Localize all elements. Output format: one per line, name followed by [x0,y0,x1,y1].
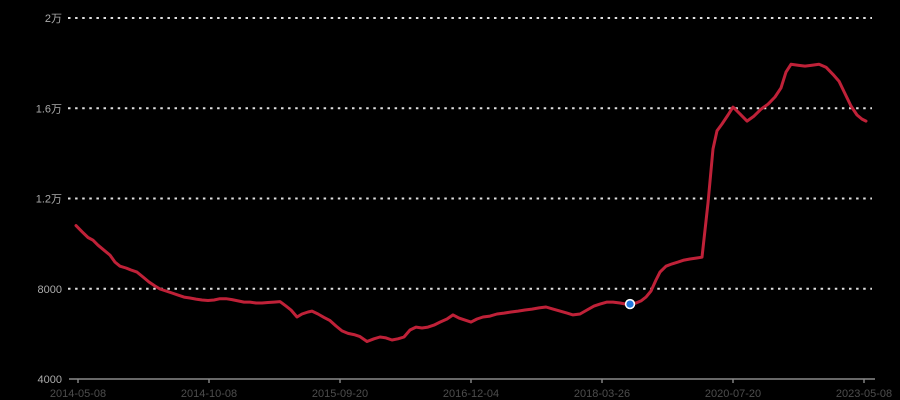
x-axis-tick-label: 2014-10-08 [181,388,237,400]
y-axis-labels: 2万 1.6万 1.2万 8000 4000 [36,13,62,386]
x-axis-tick-label: 2014-05-08 [50,388,106,400]
price-line-series[interactable] [74,62,868,343]
x-axis-ticks [77,379,865,383]
x-axis-tick-label: 2023-05-08 [836,388,892,400]
x-axis-tick-label: 2018-03-26 [574,388,630,400]
marker-dot-icon [626,300,634,308]
x-axis-tick-label: 2016-12-04 [443,388,499,400]
highlighted-point-marker[interactable] [624,298,636,310]
y-axis-tick-label: 1.2万 [36,194,62,206]
x-axis-labels: 2014-05-08 2014-10-08 2015-09-20 2016-12-04… [50,388,892,400]
x-axis-tick-label: 2015-09-20 [312,388,368,400]
gridlines [68,17,872,290]
y-axis-tick-label: 2万 [45,13,62,25]
x-axis-tick-label: 2020-07-20 [705,388,761,400]
y-axis-tick-label: 4000 [38,374,62,386]
y-axis-tick-label: 8000 [38,284,62,296]
y-axis-tick-label: 1.6万 [36,103,62,115]
